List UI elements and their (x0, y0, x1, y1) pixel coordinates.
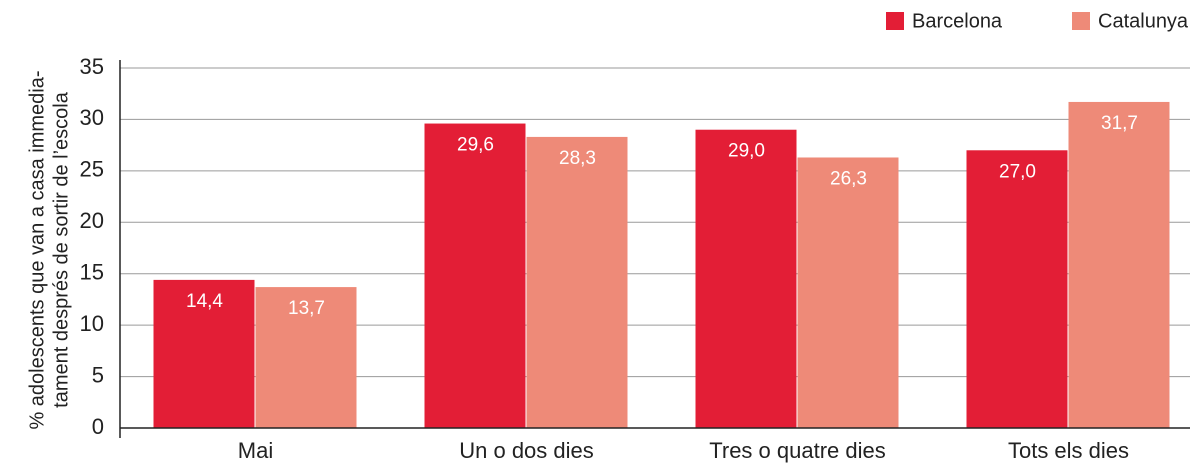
x-tick-label: Un o dos dies (459, 438, 594, 463)
legend-swatch (1072, 12, 1090, 30)
bar (424, 123, 526, 429)
bar (526, 136, 628, 428)
legend-label: Catalunya (1098, 10, 1189, 32)
bar (1068, 101, 1170, 428)
bar (695, 129, 797, 428)
y-tick-label: 30 (80, 105, 104, 130)
bar (255, 287, 357, 428)
value-label: 14,4 (186, 291, 223, 312)
x-tick-label: Mai (238, 438, 273, 463)
y-axis-label: tament després de sortir de l’escola (50, 91, 72, 408)
value-label: 31,7 (1101, 113, 1138, 134)
legend-label: Barcelona (912, 10, 1003, 32)
y-tick-label: 5 (92, 362, 104, 387)
bar (153, 279, 255, 428)
y-tick-label: 20 (80, 208, 104, 233)
value-label: 28,3 (559, 148, 596, 169)
y-tick-label: 0 (92, 414, 104, 439)
value-label: 13,7 (288, 298, 325, 319)
y-tick-label: 25 (80, 157, 104, 182)
y-axis-label: % adolescents que van a casa immedia- (26, 70, 48, 429)
y-tick-label: 10 (80, 311, 104, 336)
x-tick-label: Tres o quatre dies (709, 438, 886, 463)
value-label: 29,0 (728, 141, 765, 162)
y-tick-label: 35 (80, 54, 104, 79)
legend-swatch (886, 12, 904, 30)
value-label: 29,6 (457, 135, 494, 156)
value-label: 27,0 (999, 161, 1036, 182)
y-tick-label: 15 (80, 260, 104, 285)
bar (966, 150, 1068, 429)
bar (797, 157, 899, 428)
value-label: 26,3 (830, 169, 867, 190)
x-tick-label: Tots els dies (1008, 438, 1129, 463)
